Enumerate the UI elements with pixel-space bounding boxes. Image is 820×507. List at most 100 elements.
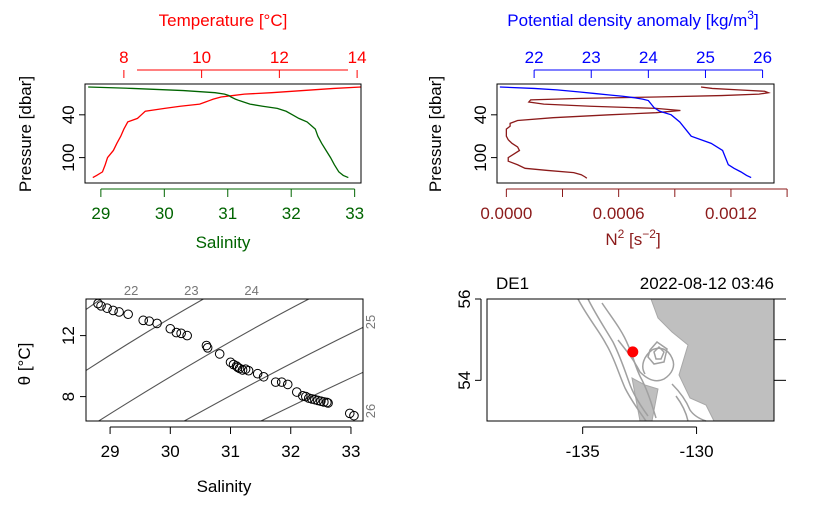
theta-axis-label: θ [°C] [15, 343, 34, 386]
pressure-axis-label: Pressure [dbar] [426, 76, 445, 192]
ts-point [114, 307, 124, 317]
salinity-tick-label: 30 [161, 442, 180, 461]
pressure-axis-label: Pressure [dbar] [16, 76, 35, 192]
density-axis: 22 23 24 25 26 [525, 48, 772, 78]
isopycnal-label: 22 [124, 283, 138, 298]
coastline [671, 383, 707, 422]
ts-point [349, 410, 359, 421]
density-tick-label: 26 [753, 48, 772, 67]
ts-point [214, 349, 225, 359]
latitude-axis: 54 56 [455, 290, 482, 390]
ts-point [102, 303, 112, 313]
salinity-line [88, 86, 349, 179]
coastline [653, 345, 665, 360]
salinity-tick-label: 32 [282, 204, 301, 223]
density-tick-label: 22 [525, 48, 544, 67]
salinity-tick-label: 31 [221, 442, 240, 461]
ts-point [237, 365, 248, 375]
ts-diagram-panel: 22 23 24 25 26 29 30 31 32 33 8 12 Salinity θ [°C… [15, 283, 378, 496]
cast-datetime: 2022-08-12 03:46 [640, 274, 774, 293]
isopycnal-label: 24 [244, 283, 258, 298]
pressure-tick-label: 100 [471, 143, 490, 171]
density-tick-label: 23 [582, 48, 601, 67]
n2-line [505, 86, 771, 179]
plot-frame [85, 298, 364, 422]
latitude-axis-right [774, 298, 786, 381]
theta-tick-label: 12 [59, 326, 78, 345]
ts-point [152, 318, 162, 329]
ts-point [276, 377, 287, 387]
temperature-axis: 8 10 12 14 [119, 48, 367, 78]
latitude-tick-label: 56 [455, 290, 474, 309]
ts-point [313, 395, 323, 406]
station-name: DE1 [496, 274, 529, 293]
ts-point [182, 330, 192, 341]
density-tick-label: 25 [696, 48, 715, 67]
theta-axis: 8 12 [59, 326, 86, 401]
coastline [675, 395, 689, 422]
ts-point [297, 391, 308, 401]
ts-point [258, 371, 269, 382]
ts-point [96, 301, 106, 311]
isopycnal-lines: 22 23 24 25 26 [86, 283, 378, 421]
ts-point [144, 316, 155, 326]
salinity-axis: 29 30 31 32 33 [91, 188, 364, 223]
ts-point [291, 387, 302, 397]
salinity-tick-label: 31 [218, 204, 237, 223]
plot-frame [496, 83, 775, 184]
temperature-tick-label: 8 [119, 48, 128, 67]
temperature-line [92, 86, 362, 179]
profile-curves [499, 86, 771, 179]
isopycnal-curve [259, 371, 363, 421]
longitude-axis: -135 -130 [566, 426, 714, 461]
n2-tick-label: 0.0006 [593, 204, 645, 223]
pressure-tick-label: 40 [59, 105, 78, 124]
density-tick-label: 24 [639, 48, 658, 67]
ts-point [123, 309, 133, 320]
ts-point [282, 379, 293, 390]
ts-point [171, 327, 182, 338]
salinity-tick-label: 32 [281, 442, 300, 461]
latitude-tick-label: 54 [455, 371, 474, 390]
ts-point [108, 305, 118, 316]
ts-point [243, 365, 254, 376]
n2-axis-label: N2 [s−2] [605, 227, 660, 249]
ts-points [93, 298, 359, 421]
ts-point [323, 398, 333, 408]
ts-point [270, 377, 281, 387]
plot-frame [84, 83, 362, 184]
temperature-salinity-profile-panel: Temperature [°C] 8 10 12 14 40 100 29 30 31 32 3… [16, 11, 367, 252]
salinity-tick-label: 29 [101, 442, 120, 461]
longitude-tick-label: -135 [566, 442, 600, 461]
temperature-tick-label: 12 [270, 48, 289, 67]
salinity-axis-label: Salinity [197, 477, 252, 496]
ts-point [138, 315, 149, 326]
profile-curves [88, 86, 362, 179]
salinity-tick-label: 30 [155, 204, 174, 223]
ts-point [310, 394, 320, 405]
ts-point [319, 397, 329, 407]
salinity-axis: 29 30 31 32 33 [101, 426, 360, 461]
plot-frame [486, 298, 775, 422]
isopycnal-label: 25 [363, 315, 378, 329]
salinity-axis-label: Salinity [196, 233, 251, 252]
isopycnal-curve [97, 299, 310, 421]
pressure-tick-label: 40 [471, 105, 490, 124]
map-area [487, 298, 775, 422]
ts-point [176, 328, 186, 339]
isopycnal-label: 26 [363, 404, 378, 418]
temperature-tick-label: 14 [348, 48, 367, 67]
isopycnal-curve [86, 299, 204, 372]
pressure-tick-label: 100 [59, 143, 78, 171]
station-map-panel: DE1 2022-08-12 03:46 -135 -130 54 56 [455, 274, 786, 461]
coastline [577, 298, 647, 422]
isopycnal-label: 23 [184, 283, 198, 298]
coastline [587, 298, 649, 417]
temperature-tick-label: 10 [192, 48, 211, 67]
n2-tick-label: 0.0000 [480, 204, 532, 223]
n2-axis: 0.0000 0.0006 0.0012 [480, 188, 788, 223]
n2-tick-label: 0.0012 [705, 204, 757, 223]
density-n2-profile-panel: Potential density anomaly [kg/m3] 22 23 24… [426, 8, 788, 249]
pressure-axis: 40 100 [471, 105, 497, 172]
